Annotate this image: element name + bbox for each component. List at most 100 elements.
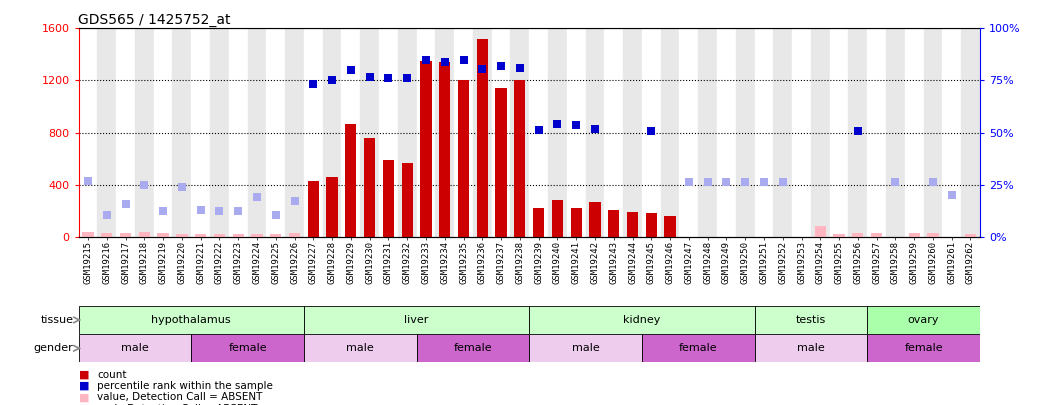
Point	[511, 65, 528, 71]
Point	[436, 59, 453, 66]
Point	[343, 67, 359, 73]
Point	[417, 56, 434, 63]
Bar	[323, 28, 342, 237]
Bar	[233, 234, 244, 237]
Point	[267, 212, 284, 219]
Bar	[755, 28, 773, 237]
Bar	[454, 28, 473, 237]
Bar	[849, 28, 868, 237]
Point	[117, 200, 134, 207]
Bar	[79, 334, 191, 362]
Point	[474, 66, 490, 72]
Bar	[551, 200, 563, 237]
Text: gender: gender	[34, 343, 73, 353]
Bar	[173, 28, 192, 237]
Bar	[157, 233, 169, 237]
Bar	[830, 28, 849, 237]
Text: ovary: ovary	[908, 315, 939, 325]
Point	[924, 179, 941, 185]
Bar	[660, 28, 679, 237]
Point	[549, 120, 566, 127]
Text: female: female	[454, 343, 493, 353]
Bar	[927, 233, 939, 237]
Bar	[191, 334, 304, 362]
Text: female: female	[679, 343, 718, 353]
Text: ■: ■	[79, 381, 89, 391]
Bar	[270, 234, 281, 237]
Bar	[641, 28, 660, 237]
Point	[718, 179, 735, 185]
Bar	[627, 212, 638, 237]
Bar	[923, 28, 942, 237]
Bar	[135, 28, 154, 237]
Text: kidney: kidney	[624, 315, 660, 325]
Bar	[417, 28, 435, 237]
Bar	[266, 28, 285, 237]
Text: liver: liver	[405, 315, 429, 325]
Bar	[119, 233, 131, 237]
Text: percentile rank within the sample: percentile rank within the sample	[97, 381, 274, 391]
Bar	[116, 28, 135, 237]
Bar	[871, 233, 882, 237]
Point	[80, 178, 96, 184]
Bar	[515, 81, 525, 237]
Bar	[308, 181, 319, 237]
Point	[774, 179, 791, 185]
Bar	[304, 28, 323, 237]
Text: male: male	[122, 343, 149, 353]
Bar	[285, 28, 304, 237]
Point	[642, 128, 659, 134]
Point	[530, 127, 547, 133]
Bar	[717, 28, 736, 237]
Bar	[529, 334, 641, 362]
Bar	[529, 28, 548, 237]
Text: count: count	[97, 370, 127, 379]
Point	[737, 179, 754, 185]
Point	[305, 81, 322, 87]
Bar	[496, 88, 507, 237]
Bar	[383, 160, 394, 237]
Point	[850, 128, 867, 134]
Point	[211, 208, 227, 214]
Bar	[289, 233, 300, 237]
Bar	[304, 334, 417, 362]
Bar	[398, 28, 416, 237]
Bar	[138, 232, 150, 237]
Bar	[533, 208, 544, 237]
Point	[174, 183, 191, 190]
Text: female: female	[228, 343, 267, 353]
Text: male: male	[798, 343, 825, 353]
Bar	[420, 61, 432, 237]
Bar	[492, 28, 510, 237]
Text: testis: testis	[795, 315, 826, 325]
Bar	[304, 306, 529, 334]
Bar	[605, 28, 624, 237]
Bar	[473, 28, 492, 237]
Point	[887, 179, 903, 185]
Point	[155, 208, 172, 214]
Text: tissue: tissue	[41, 315, 73, 325]
Bar	[624, 28, 641, 237]
Bar	[154, 28, 173, 237]
Bar	[833, 234, 845, 237]
Bar	[868, 334, 980, 362]
Bar	[79, 28, 97, 237]
Text: female: female	[904, 343, 943, 353]
Point	[399, 75, 416, 81]
Bar	[458, 81, 470, 237]
Point	[699, 179, 716, 185]
Bar	[909, 233, 920, 237]
Bar	[361, 28, 379, 237]
Bar	[79, 306, 304, 334]
Bar	[548, 28, 567, 237]
Point	[99, 211, 115, 218]
Point	[286, 198, 303, 204]
Bar	[510, 28, 529, 237]
Bar	[698, 28, 717, 237]
Bar	[97, 28, 116, 237]
Text: male: male	[347, 343, 374, 353]
Bar	[252, 234, 263, 237]
Bar	[586, 28, 605, 237]
Bar	[327, 177, 337, 237]
Bar	[792, 28, 811, 237]
